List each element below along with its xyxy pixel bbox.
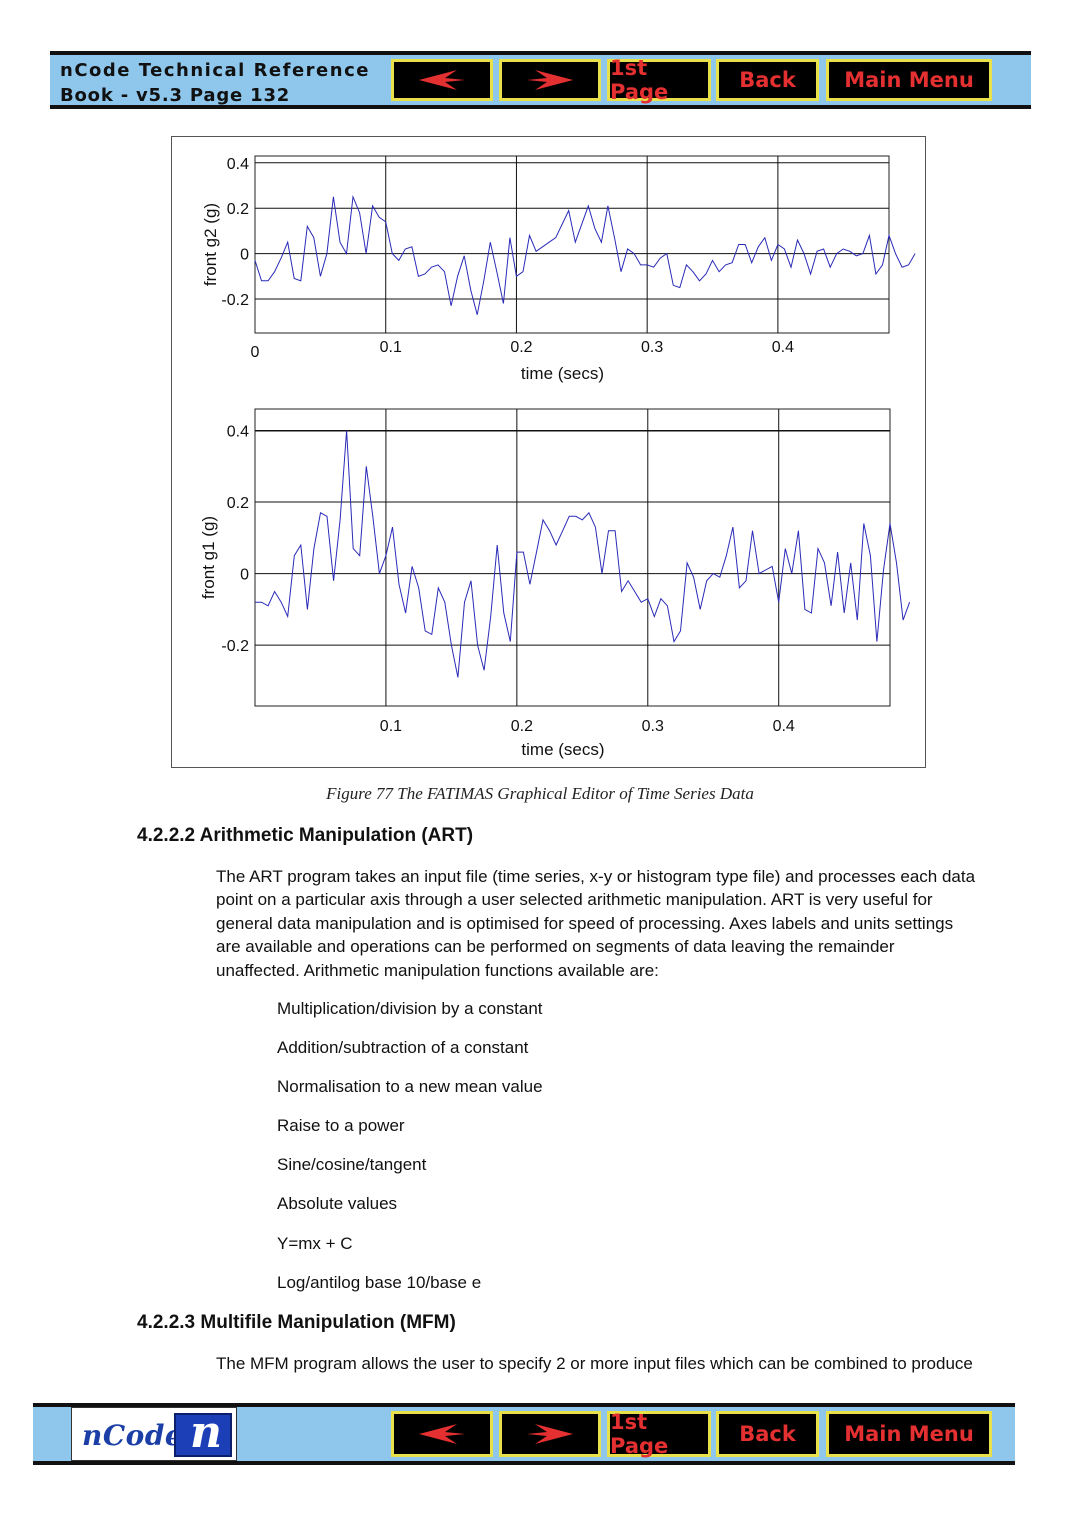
x-tick-label: 0 [251,344,260,361]
main-menu-button-footer[interactable]: Main Menu [826,1411,992,1457]
y-tick-label: 0.2 [227,495,249,512]
logo-text: nCode [82,1419,184,1452]
list-item: Absolute values [277,1194,398,1214]
list-item: Addition/subtraction of a constant [277,1038,529,1058]
main-menu-button[interactable]: Main Menu [826,59,992,101]
footer-bar: nCode n 1st Page Back Main Menu [33,1403,1015,1465]
right-arrow-icon [527,1424,573,1444]
x-axis-label: time (secs) [521,364,604,383]
title-line-1: nCode Technical Reference [60,60,370,81]
series-line-2 [255,430,911,678]
back-button-footer[interactable]: Back [716,1411,819,1457]
mfm-paragraph: The MFM program allows the user to speci… [216,1354,973,1373]
y-tick-label: 0 [240,247,249,264]
art-paragraph-line: unaffected. Arithmetic manipulation func… [216,960,659,980]
plot-area-2 [254,408,891,707]
left-arrow-icon [419,70,465,90]
first-page-button[interactable]: 1st Page [607,56,711,104]
first-page-button-footer[interactable]: 1st Page [607,1410,711,1458]
section-heading-mfm: 4.2.2.3 Multifile Manipulation (MFM) [137,1312,456,1333]
next-page-button-footer[interactable] [499,1411,601,1457]
list-item: Y=mx + C [277,1233,353,1253]
x-tick-label: 0.2 [510,339,532,356]
y-tick-label: -0.2 [221,292,249,309]
y-tick-label: 0 [240,567,249,584]
x-tick-label: 0.2 [511,718,533,735]
ncode-logo: nCode n [71,1407,237,1461]
section-heading-art: 4.2.2.2 Arithmetic Manipulation (ART) [137,825,474,846]
list-item: Log/antilog base 10/base e [277,1272,482,1292]
logo-mark-icon: n [174,1407,232,1458]
art-paragraph-line: general data manipulation and is optimis… [216,913,954,933]
art-paragraph: The ART program takes an input file (tim… [216,865,1016,982]
y-axis-label: front g1 (g) [199,516,218,599]
series-line-1 [254,194,916,315]
y-tick-label: 0.4 [227,423,249,440]
y-axis-label: front g2 (g) [201,203,220,286]
title-line-2: Book - v5.3 Page 132 [60,85,291,106]
x-tick-label: 0.1 [380,718,402,735]
right-arrow-icon [527,70,573,90]
y-tick-label: -0.2 [221,638,249,655]
art-function-list: Multiplication/division by a constant Ad… [277,998,543,1311]
time-series-charts: 0.4 0.2 0 -0.2 0 0.1 0.2 0.3 0.4 time (secs) front… [199,155,916,759]
header-bar: nCode Technical Reference Book - v5.3 Pa… [50,51,1031,109]
list-item: Multiplication/division by a constant [277,999,543,1018]
x-tick-label: 0.4 [773,718,795,735]
figure-frame: 0.4 0.2 0 -0.2 0 0.1 0.2 0.3 0.4 time (secs) front… [171,136,926,768]
next-page-button[interactable] [499,59,601,101]
y-tick-label: 0.2 [227,201,249,218]
prev-page-button[interactable] [391,59,493,101]
prev-page-button-footer[interactable] [391,1411,493,1457]
plot-area-1 [254,155,890,334]
art-paragraph-line: point on a particular axis through a use… [216,890,933,910]
x-axis-label: time (secs) [521,740,604,759]
art-paragraph-line: The ART program takes an input file (tim… [216,867,976,886]
x-tick-label: 0.3 [642,718,664,735]
x-tick-label: 0.1 [380,339,402,356]
y-tick-label: 0.4 [227,156,249,173]
x-tick-label: 0.4 [772,339,794,356]
art-paragraph-line: are available and operations can be perf… [216,937,895,957]
page-title: nCode Technical Reference Book - v5.3 Pa… [60,58,370,108]
list-item: Sine/cosine/tangent [277,1155,427,1175]
back-button[interactable]: Back [716,59,819,101]
list-item: Raise to a power [277,1116,405,1136]
figure-caption: Figure 77 The FATIMAS Graphical Editor o… [326,784,754,803]
x-tick-label: 0.3 [641,339,663,356]
list-item: Normalisation to a new mean value [277,1077,543,1097]
left-arrow-icon [419,1424,465,1444]
